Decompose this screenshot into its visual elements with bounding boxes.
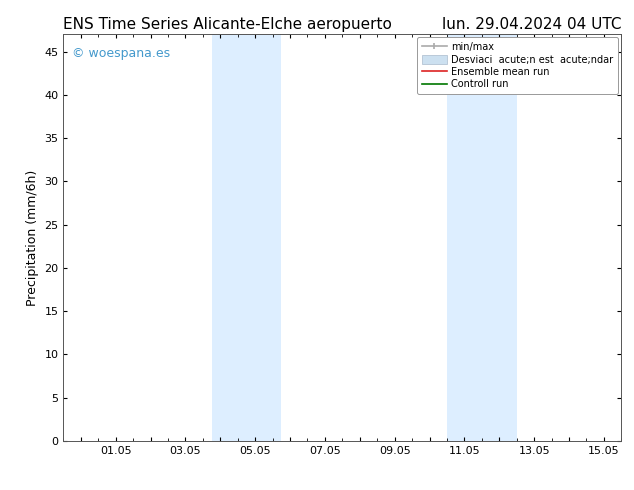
Text: ENS Time Series Alicante-Elche aeropuerto: ENS Time Series Alicante-Elche aeropuert… — [63, 17, 392, 32]
Text: © woespana.es: © woespana.es — [72, 47, 170, 59]
Text: lun. 29.04.2024 04 UTC: lun. 29.04.2024 04 UTC — [442, 17, 621, 32]
Bar — [447, 34, 517, 441]
Legend: min/max, Desviaci  acute;n est  acute;ndar, Ensemble mean run, Controll run: min/max, Desviaci acute;n est acute;ndar… — [417, 37, 618, 94]
Bar — [212, 34, 281, 441]
Y-axis label: Precipitation (mm/6h): Precipitation (mm/6h) — [26, 170, 39, 306]
